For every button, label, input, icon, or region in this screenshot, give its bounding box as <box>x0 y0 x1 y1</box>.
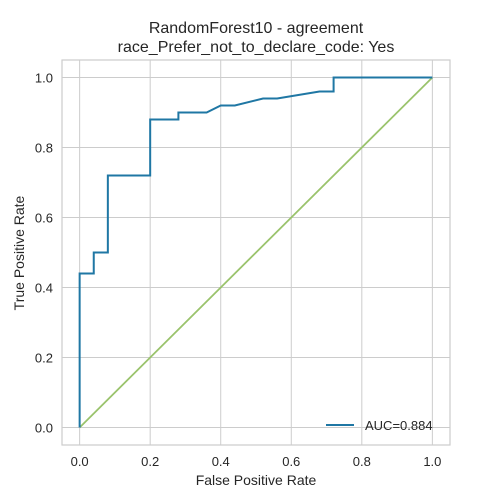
chart-subtitle: race_Prefer_not_to_declare_code: Yes <box>118 39 395 56</box>
x-tick-label: 1.0 <box>423 454 441 469</box>
series-layer <box>78 76 433 429</box>
grid-lines <box>62 60 450 445</box>
x-axis-label: False Positive Rate <box>196 472 317 488</box>
y-tick-label: 0.0 <box>35 421 53 436</box>
y-tick-label: 0.8 <box>35 141 53 156</box>
x-tick-label: 0.4 <box>212 454 230 469</box>
roc-curve-line <box>78 76 433 428</box>
legend-label-auc: AUC=0.884 <box>365 418 433 433</box>
y-tick-label: 0.4 <box>35 281 53 296</box>
y-tick-label: 0.6 <box>35 211 53 226</box>
plot-frame <box>61 59 451 446</box>
y-tick-label: 0.2 <box>35 351 53 366</box>
x-tick-label: 0.6 <box>282 454 300 469</box>
chance-diagonal-line <box>79 76 433 429</box>
y-tick-label: 1.0 <box>35 71 53 86</box>
x-tick-label: 0.0 <box>71 454 89 469</box>
tick-labels: 0.0 0.2 0.4 0.6 0.8 1.0 0.0 0.2 0.4 0.6 0.8 1.0 <box>35 71 441 470</box>
x-tick-label: 0.8 <box>353 454 371 469</box>
x-tick-label: 0.2 <box>141 454 159 469</box>
legend: AUC=0.884 <box>326 418 433 433</box>
chart-title: RandomForest10 - agreement <box>149 20 364 37</box>
y-axis-label: True Positive Rate <box>11 195 27 310</box>
